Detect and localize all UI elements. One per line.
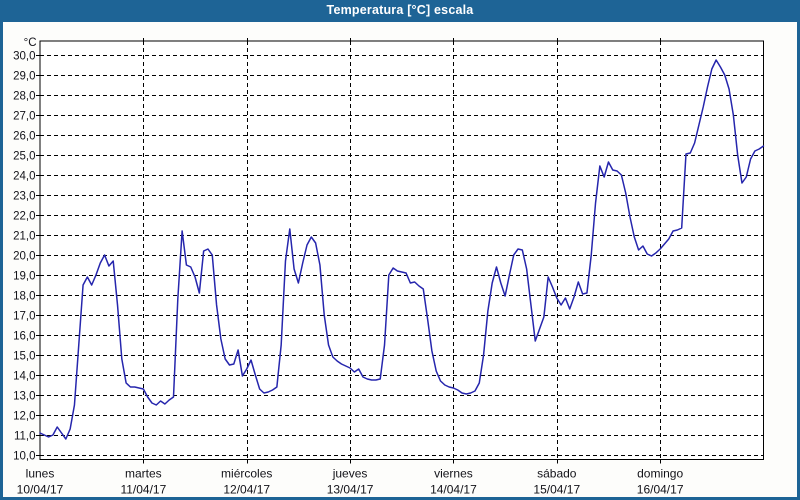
y-axis-tick-label: 28,0 <box>13 91 35 103</box>
y-axis-unit-label: °C <box>24 37 37 49</box>
x-axis-day-label: miércoles <box>221 467 272 481</box>
x-axis-date-label: 13/04/17 <box>327 483 374 497</box>
y-axis-tick-label: 23,0 <box>13 191 35 203</box>
x-axis-date-label: 14/04/17 <box>430 483 477 497</box>
y-axis-tick-label: 24,0 <box>13 171 35 183</box>
chart-area: 30,0 29,0 28,0 27,0 26,0 25,0 24,0 23,0 22,0 21,0… <box>3 22 797 497</box>
y-axis-tick-label: 17,0 <box>13 311 35 323</box>
y-axis-tick-label: 25,0 <box>13 151 35 163</box>
y-axis-tick-label: 18,0 <box>13 291 35 303</box>
window-title: Temperatura [°C] escala <box>326 3 474 17</box>
y-axis-tick-label: 12,0 <box>13 411 35 423</box>
x-axis-date-label: 11/04/17 <box>120 483 166 497</box>
x-axis-day-label: domingo <box>637 467 683 481</box>
x-axis-day-label: viernes <box>434 467 473 481</box>
x-axis-day-label: jueves <box>332 467 368 481</box>
y-axis-tick-label: 26,0 <box>13 131 35 143</box>
plot-border <box>39 40 764 460</box>
y-axis-tick-label: 13,0 <box>13 391 35 403</box>
y-axis-tick-label: 16,0 <box>13 331 35 343</box>
y-axis-tick-label: 30,0 <box>13 51 35 63</box>
plot-background <box>40 41 764 460</box>
x-axis-date-label: 16/04/17 <box>637 483 684 497</box>
y-axis-tick-label: 20,0 <box>13 251 35 263</box>
y-axis-tick-label: 11,0 <box>14 431 36 443</box>
x-axis-date-label: 12/04/17 <box>223 483 270 497</box>
x-axis-date-label: 10/04/17 <box>17 483 64 497</box>
temperature-line <box>39 59 765 440</box>
y-axis-tick-label: 27,0 <box>13 111 35 123</box>
x-axis-day-label: martes <box>125 467 162 481</box>
y-axis-tick-label: 15,0 <box>13 351 35 363</box>
x-axis-day-label: sábado <box>537 467 577 481</box>
x-axis-date-label: 15/04/17 <box>533 483 580 497</box>
y-axis-tick-label: 14,0 <box>13 371 35 383</box>
y-axis-tick-label: 21,0 <box>13 231 35 243</box>
window-titlebar: Temperatura [°C] escala <box>3 0 797 22</box>
y-axis-tick-label: 10,0 <box>13 451 35 463</box>
y-axis-tick-label: 22,0 <box>13 211 35 223</box>
temperature-chart: 30,0 29,0 28,0 27,0 26,0 25,0 24,0 23,0 22,0 21,0… <box>13 37 765 497</box>
y-axis-tick-label: 19,0 <box>13 271 35 283</box>
x-axis-day-label: lunes <box>26 467 55 481</box>
y-axis-tick-label: 29,0 <box>13 71 35 83</box>
